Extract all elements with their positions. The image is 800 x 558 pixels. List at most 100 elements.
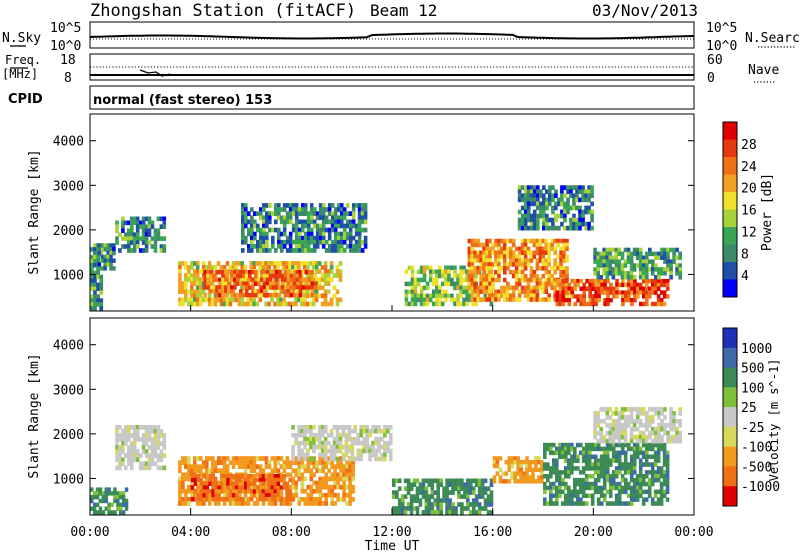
power-cell-9 bbox=[633, 286, 637, 291]
power-cell-7 bbox=[503, 293, 507, 298]
velocity-cell-7 bbox=[570, 446, 574, 452]
velocity-cell-7 bbox=[570, 462, 574, 467]
velocity-cell-5 bbox=[406, 478, 411, 484]
power-cell-3 bbox=[285, 265, 289, 270]
velocity-cell-1 bbox=[141, 461, 146, 467]
velocity-cell-1 bbox=[147, 433, 152, 438]
power-cell-5 bbox=[309, 211, 314, 216]
velocity-cell-2 bbox=[264, 480, 269, 486]
power-cell-9 bbox=[585, 286, 589, 291]
velocity-cell-5 bbox=[415, 478, 420, 484]
velocity-cell-7 bbox=[546, 485, 550, 491]
power-cell-5 bbox=[279, 248, 284, 253]
velocity-cell-7 bbox=[567, 458, 571, 463]
velocity-cell-5 bbox=[400, 494, 405, 499]
velocity-cell-3 bbox=[220, 477, 224, 483]
velocity-cell-7 bbox=[659, 497, 664, 502]
velocity-cell-6 bbox=[537, 467, 541, 472]
velocity-cell-7 bbox=[546, 474, 550, 479]
power-cell-7 bbox=[529, 285, 534, 291]
velocity-cell-1 bbox=[144, 437, 149, 442]
velocity-cell-4 bbox=[350, 456, 355, 462]
power-cell-5 bbox=[327, 244, 332, 249]
power-cell-8 bbox=[517, 189, 522, 195]
velocity-cell-2 bbox=[237, 480, 242, 486]
velocity-cell-4 bbox=[350, 440, 355, 446]
power-cell-3 bbox=[306, 301, 310, 307]
velocity-cell-2 bbox=[237, 456, 242, 461]
velocity-cell-5 bbox=[463, 490, 467, 495]
power-cell-9 bbox=[659, 278, 664, 284]
power-cell-7 bbox=[470, 262, 475, 267]
velocity-cell-4 bbox=[320, 444, 325, 450]
power-cell-6 bbox=[462, 289, 466, 295]
power-cell-5 bbox=[336, 235, 341, 241]
velocity-cell-7 bbox=[635, 481, 640, 487]
velocity-cell-8 bbox=[657, 426, 661, 432]
velocity-cell-7 bbox=[629, 462, 634, 467]
velocity-cell-5 bbox=[445, 510, 449, 515]
power-cell-7 bbox=[511, 273, 516, 279]
velocity-cell-2 bbox=[234, 456, 239, 461]
power-cell-5 bbox=[306, 227, 311, 233]
power-cell-9 bbox=[615, 294, 619, 299]
velocity-cell-7 bbox=[584, 450, 589, 456]
power-cell-3 bbox=[195, 293, 200, 299]
power-cell-6 bbox=[444, 273, 448, 279]
power-cell-4 bbox=[218, 277, 222, 282]
power-cell-3 bbox=[317, 261, 322, 266]
power-cell-10 bbox=[672, 255, 676, 260]
power-cell-8 bbox=[536, 189, 540, 195]
power-cell-3 bbox=[320, 273, 325, 278]
power-cell-4 bbox=[304, 285, 309, 290]
power-cell-8 bbox=[523, 213, 528, 219]
power-cell-6 bbox=[422, 273, 427, 279]
power-cell-5 bbox=[256, 248, 260, 253]
power-cell-3 bbox=[273, 301, 277, 307]
power-cell-7 bbox=[547, 281, 551, 287]
power-cell-8 bbox=[529, 193, 534, 199]
velocity-cell-5 bbox=[421, 490, 426, 495]
velocity-cell-5 bbox=[454, 506, 458, 511]
velocity-cell-6 bbox=[516, 479, 520, 484]
velocity-cell-2 bbox=[181, 480, 185, 486]
power-cell-5 bbox=[259, 244, 263, 249]
velocity-cell-7 bbox=[632, 481, 637, 487]
power-cell-5 bbox=[363, 219, 368, 225]
velocity-cell-0 bbox=[124, 506, 129, 511]
velocity-cell-1 bbox=[124, 441, 128, 446]
velocity-cell-2 bbox=[213, 501, 218, 506]
power-cell-8 bbox=[572, 193, 576, 199]
power-cell-2 bbox=[162, 236, 167, 241]
power-cell-3 bbox=[303, 289, 307, 295]
velocity-cell-0 bbox=[121, 510, 126, 515]
velocity-cell-4 bbox=[377, 425, 381, 430]
power-cell-10 bbox=[626, 271, 631, 276]
velocity-cell-5 bbox=[448, 510, 452, 515]
power-cell-0 bbox=[99, 306, 104, 311]
velocity-cell-2 bbox=[261, 484, 266, 490]
power-cell-0 bbox=[90, 302, 94, 307]
power-cell-5 bbox=[360, 215, 365, 221]
velocity-colorbar-tick-label: 1000 bbox=[741, 342, 772, 357]
velocity-cell-2 bbox=[178, 476, 182, 482]
velocity-cell-2 bbox=[327, 484, 331, 490]
velocity-cell-8 bbox=[651, 430, 655, 436]
power-cell-7 bbox=[562, 250, 566, 255]
velocity-cell-5 bbox=[424, 486, 429, 491]
velocity-cell-7 bbox=[623, 442, 628, 448]
power-cell-7 bbox=[509, 285, 513, 291]
power-cell-10 bbox=[678, 271, 682, 276]
velocity-cell-5 bbox=[451, 490, 455, 495]
velocity-cell-4 bbox=[368, 456, 372, 462]
velocity-cell-1 bbox=[127, 453, 131, 458]
velocity-cell-7 bbox=[632, 485, 637, 491]
velocity-cell-1 bbox=[153, 449, 158, 454]
velocity-cell-1 bbox=[121, 457, 125, 463]
velocity-cell-3 bbox=[261, 477, 266, 483]
power-cell-2 bbox=[150, 220, 155, 226]
power-cell-0 bbox=[93, 298, 97, 303]
power-cell-6 bbox=[422, 269, 427, 275]
velocity-cell-5 bbox=[489, 510, 494, 515]
velocity-cell-7 bbox=[546, 501, 550, 506]
